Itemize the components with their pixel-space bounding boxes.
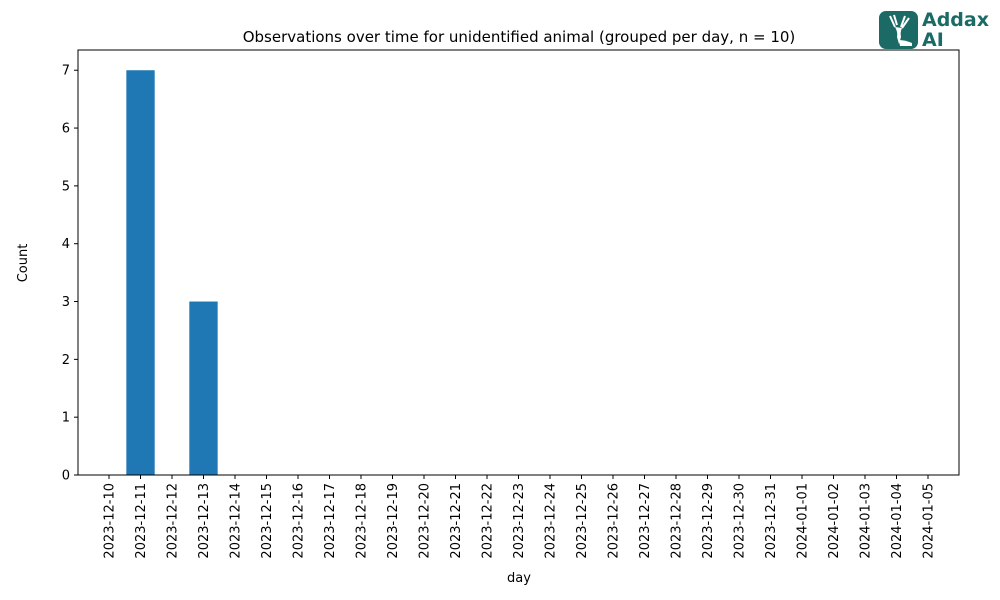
x-tick-label: 2023-12-31 [764, 483, 779, 559]
x-tick-label: 2023-12-24 [544, 483, 559, 559]
x-tick-label: 2023-12-30 [733, 483, 748, 559]
x-tick-label: 2023-12-20 [418, 483, 433, 559]
x-tick-label: 2024-01-05 [922, 483, 937, 559]
bars [126, 70, 218, 476]
y-tick-label: 1 [62, 411, 70, 426]
plot-frame [77, 49, 960, 476]
x-axis: 2023-12-10 2023-12-11 2023-12-12 2023-12-13… [103, 475, 937, 559]
y-axis: 0 1 2 3 4 5 6 7 [62, 64, 78, 484]
x-tick-label: 2024-01-02 [827, 483, 842, 559]
x-tick-label: 2023-12-25 [575, 483, 590, 559]
chart-title: Observations over time for unidentified … [243, 28, 796, 46]
x-tick-label: 2023-12-21 [449, 483, 464, 559]
x-tick-label: 2024-01-01 [796, 483, 811, 559]
x-tick-label: 2023-12-29 [701, 483, 716, 559]
x-tick-label: 2023-12-28 [670, 483, 685, 559]
addax-ai-logo: Addax AI [878, 10, 996, 52]
x-tick-label: 2024-01-04 [890, 483, 905, 559]
x-tick-label: 2023-12-11 [134, 483, 149, 559]
bar-2023-12-11 [126, 70, 155, 476]
antelope-logo-icon [879, 11, 918, 49]
y-tick-label: 7 [62, 64, 70, 79]
y-tick-label: 2 [62, 353, 70, 368]
x-tick-label: 2023-12-17 [323, 483, 338, 559]
x-tick-label: 2023-12-10 [103, 483, 118, 559]
y-tick-label: 3 [62, 295, 70, 310]
y-tick-label: 6 [62, 122, 70, 137]
x-tick-label: 2024-01-03 [859, 483, 874, 559]
x-tick-label: 2023-12-12 [166, 483, 181, 559]
x-tick-label: 2023-12-27 [638, 483, 653, 559]
y-tick-label: 0 [62, 469, 70, 484]
x-tick-label: 2023-12-16 [292, 483, 307, 559]
x-tick-label: 2023-12-26 [607, 483, 622, 559]
x-tick-label: 2023-12-22 [481, 483, 496, 559]
bar-2023-12-13 [189, 301, 218, 475]
logo-text-line2: AI [922, 29, 944, 51]
x-axis-label: day [507, 571, 531, 586]
x-tick-label: 2023-12-18 [355, 483, 370, 559]
x-tick-label: 2023-12-15 [260, 483, 275, 559]
logo-text: Addax AI [922, 10, 989, 50]
y-tick-label: 5 [62, 179, 70, 194]
x-tick-label: 2023-12-23 [512, 483, 527, 559]
x-tick-label: 2023-12-13 [197, 483, 212, 559]
x-tick-label: 2023-12-14 [229, 483, 244, 559]
logo-text-line1: Addax [922, 9, 989, 31]
x-tick-label: 2023-12-19 [386, 483, 401, 559]
y-tick-label: 4 [62, 237, 70, 252]
y-axis-label: Count [16, 244, 31, 283]
